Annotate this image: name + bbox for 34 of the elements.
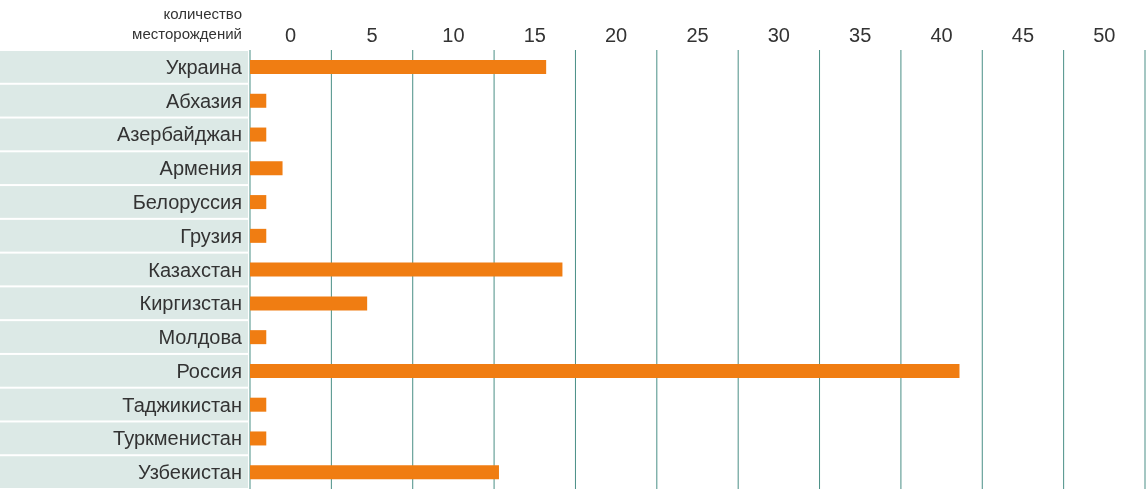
x-tick-label: 45 bbox=[1011, 24, 1035, 46]
x-tick-label: 30 bbox=[767, 24, 790, 46]
bar bbox=[250, 161, 283, 176]
y-tick-label: Украина bbox=[165, 55, 243, 78]
bar bbox=[250, 195, 267, 210]
x-tick-label: 25 bbox=[686, 24, 709, 46]
x-tick-label: 35 bbox=[849, 24, 872, 46]
x-tick-label: 20 bbox=[605, 24, 628, 46]
bar bbox=[250, 330, 267, 345]
y-tick-label: Казахстан bbox=[148, 258, 242, 281]
y-tick-label: Туркменистан bbox=[113, 427, 242, 450]
y-tick-label: Белоруссия bbox=[132, 190, 242, 213]
y-tick-label: Таджикистан bbox=[122, 393, 242, 416]
x-axis-title: количество месторождений bbox=[131, 4, 242, 44]
y-tick-label: Грузия bbox=[180, 224, 242, 247]
bar bbox=[250, 431, 267, 446]
y-tick-label: Азербайджан bbox=[116, 123, 242, 146]
x-tick-label: 0 bbox=[285, 24, 297, 46]
y-tick-label: Россия bbox=[176, 359, 242, 382]
y-tick-label: Армения bbox=[159, 157, 242, 180]
bar bbox=[250, 127, 267, 142]
x-tick-label: 10 bbox=[442, 24, 465, 46]
x-tick-label: 5 bbox=[366, 24, 378, 46]
x-tick-label: 40 bbox=[930, 24, 953, 46]
y-tick-label: Киргизстан bbox=[139, 292, 242, 315]
x-tick-label: 15 bbox=[523, 24, 546, 46]
bar bbox=[250, 93, 267, 108]
y-tick-label: Молдова bbox=[158, 326, 243, 349]
bar bbox=[250, 296, 368, 311]
x-tick-label: 50 bbox=[1093, 24, 1116, 46]
bar bbox=[250, 228, 267, 243]
y-tick-label: Узбекистан bbox=[138, 461, 242, 484]
y-tick-label: Абхазия bbox=[166, 89, 242, 112]
bar bbox=[250, 397, 267, 412]
